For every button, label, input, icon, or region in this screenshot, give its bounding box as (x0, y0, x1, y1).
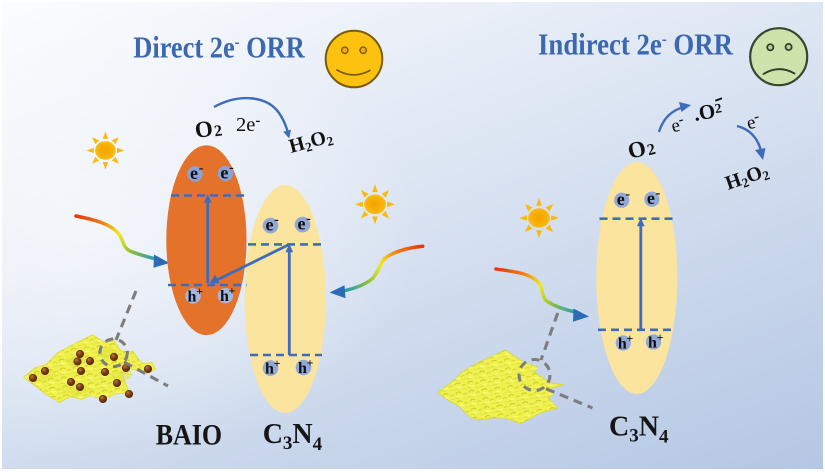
svg-text:-: - (199, 161, 204, 176)
svg-text:e: e (647, 188, 655, 208)
svg-text:h: h (298, 360, 307, 377)
svg-text:+: + (307, 356, 314, 370)
svg-text:h: h (188, 289, 197, 306)
svg-text:Indirect 2e- ORR: Indirect 2e- ORR (538, 28, 734, 62)
svg-text:h: h (220, 288, 229, 305)
svg-text:2e-: 2e- (236, 113, 260, 136)
svg-text:-: - (229, 161, 234, 176)
svg-text:+: + (626, 331, 633, 345)
svg-text:h: h (648, 335, 657, 352)
svg-text:e: e (190, 163, 198, 183)
svg-text:+: + (228, 284, 235, 298)
svg-text:+: + (196, 284, 203, 298)
svg-text:e: e (617, 189, 625, 209)
svg-text:e: e (266, 214, 274, 234)
svg-text:e: e (298, 213, 306, 233)
svg-text:-: - (274, 213, 279, 228)
svg-text:h: h (618, 336, 627, 353)
svg-text:+: + (657, 330, 664, 344)
svg-text:-: - (306, 212, 311, 227)
svg-text:h: h (265, 361, 274, 378)
svg-text:-: - (625, 187, 630, 202)
svg-text:Direct 2e- ORR: Direct 2e- ORR (133, 31, 306, 65)
svg-text:BAIO: BAIO (156, 419, 222, 452)
svg-text:+: + (274, 356, 281, 370)
svg-text:e: e (220, 162, 228, 182)
svg-text:-: - (656, 186, 661, 201)
